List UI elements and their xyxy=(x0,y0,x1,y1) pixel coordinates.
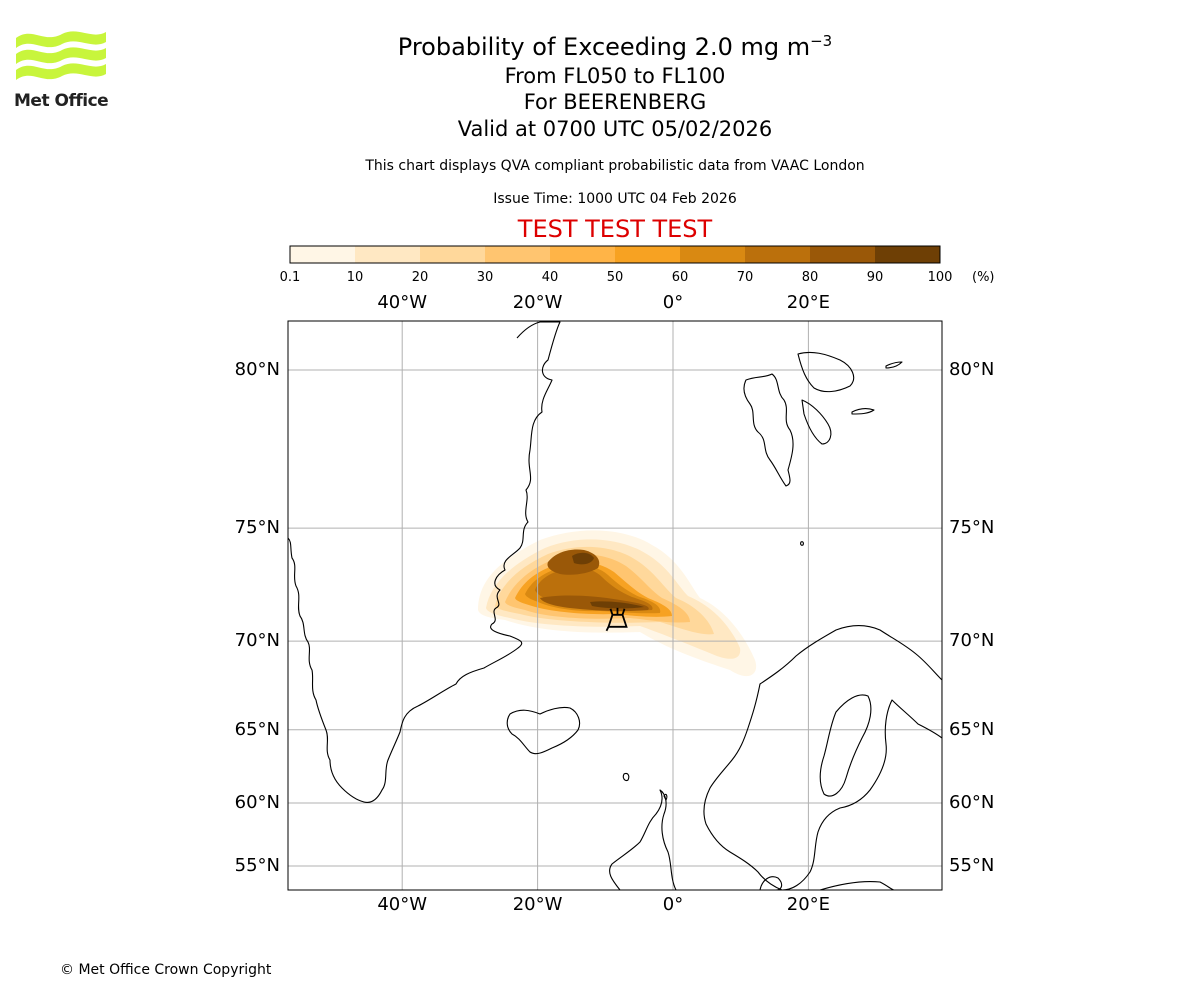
lon-label-top: 0° xyxy=(662,292,684,313)
lon-label-top: 40°W xyxy=(377,292,428,313)
coast-kvitoya xyxy=(885,361,903,369)
colorbar-tick-label: 0.1 xyxy=(279,270,301,285)
coast-jan-mayen xyxy=(800,541,804,546)
coast-shetland xyxy=(663,793,668,801)
volcano-name: For BEERENBERG xyxy=(523,90,707,114)
copyright: © Met Office Crown Copyright xyxy=(60,962,272,978)
lon-label-bottom: 20°E xyxy=(786,894,831,915)
lat-label-left: 60°N xyxy=(234,792,280,814)
coast-britain xyxy=(609,789,677,890)
colorbar-tick-label: 60 xyxy=(671,270,689,285)
coast-denmark xyxy=(759,876,783,890)
ash-core-max xyxy=(572,552,594,565)
lat-label-right: 55°N xyxy=(949,855,995,876)
lat-label-right: 80°N xyxy=(949,359,995,380)
lat-label-left: 75°N xyxy=(234,517,280,539)
colorbar-tick-label: 100 xyxy=(927,270,953,285)
chart-title: Probability of Exceeding 2.0 mg m−3 xyxy=(215,26,1015,62)
lat-label-left: 65°N xyxy=(234,718,280,740)
colorbar-tick-label: 40 xyxy=(541,270,559,285)
lon-label-top: 20°W xyxy=(512,292,563,313)
map-gridlines xyxy=(288,321,942,890)
issue-time: Issue Time: 1000 UTC 04 Feb 2026 xyxy=(493,191,737,207)
valid-time: Valid at 0700 UTC 05/02/2026 xyxy=(457,117,773,141)
lon-label-bottom: 40°W xyxy=(377,894,428,915)
title-main: Probability of Exceeding 2.0 mg m xyxy=(397,33,811,61)
lat-label-right: 75°N xyxy=(949,517,995,539)
coast-edgeoya xyxy=(801,399,832,445)
coast-kong-karls xyxy=(851,408,875,415)
colorbar-tick-label: 90 xyxy=(866,270,884,285)
map-frame xyxy=(287,320,943,891)
colorbar-tick-label: 30 xyxy=(476,270,494,285)
lat-label-right: 70°N xyxy=(949,630,995,652)
lat-label-left: 80°N xyxy=(234,359,280,380)
coast-faroe xyxy=(622,772,630,782)
ash-probability-field xyxy=(478,530,757,677)
colorbar-tick-label: 50 xyxy=(606,270,624,285)
lon-label-bottom: 0° xyxy=(662,894,684,915)
volcano-icon xyxy=(605,607,628,632)
coast-bothnia xyxy=(819,694,872,797)
lat-label-right: 60°N xyxy=(949,792,995,814)
logo-text: Met Office xyxy=(14,91,109,111)
colorbar-tick-label: 80 xyxy=(801,270,819,285)
lat-label-left: 70°N xyxy=(234,630,280,652)
coast-svalbard xyxy=(743,373,794,487)
coast-iceland xyxy=(506,706,581,755)
colorbar-unit: (%) xyxy=(972,270,995,285)
met-office-logo: Met Office xyxy=(14,28,110,112)
test-banner: TEST TEST TEST xyxy=(517,215,713,243)
colorbar-tick-label: 20 xyxy=(411,270,429,285)
lon-label-bottom: 20°W xyxy=(512,894,563,915)
lon-label-top: 20°E xyxy=(786,292,831,313)
coast-nordaustlandet xyxy=(797,351,855,393)
title-exponent: −3 xyxy=(810,32,833,50)
lat-label-right: 65°N xyxy=(949,718,995,740)
description: This chart displays QVA compliant probab… xyxy=(365,158,865,174)
lat-label-left: 55°N xyxy=(234,855,280,876)
colorbar-tick-label: 10 xyxy=(346,270,364,285)
coast-baltic-south xyxy=(819,880,895,890)
met-office-waves-icon xyxy=(16,31,106,80)
ash-core-band-max xyxy=(590,601,644,609)
coast-greenland xyxy=(288,321,561,803)
coast-scandinavia xyxy=(703,624,942,890)
colorbar-tick-label: 70 xyxy=(736,270,754,285)
level-range: From FL050 to FL100 xyxy=(504,64,726,88)
